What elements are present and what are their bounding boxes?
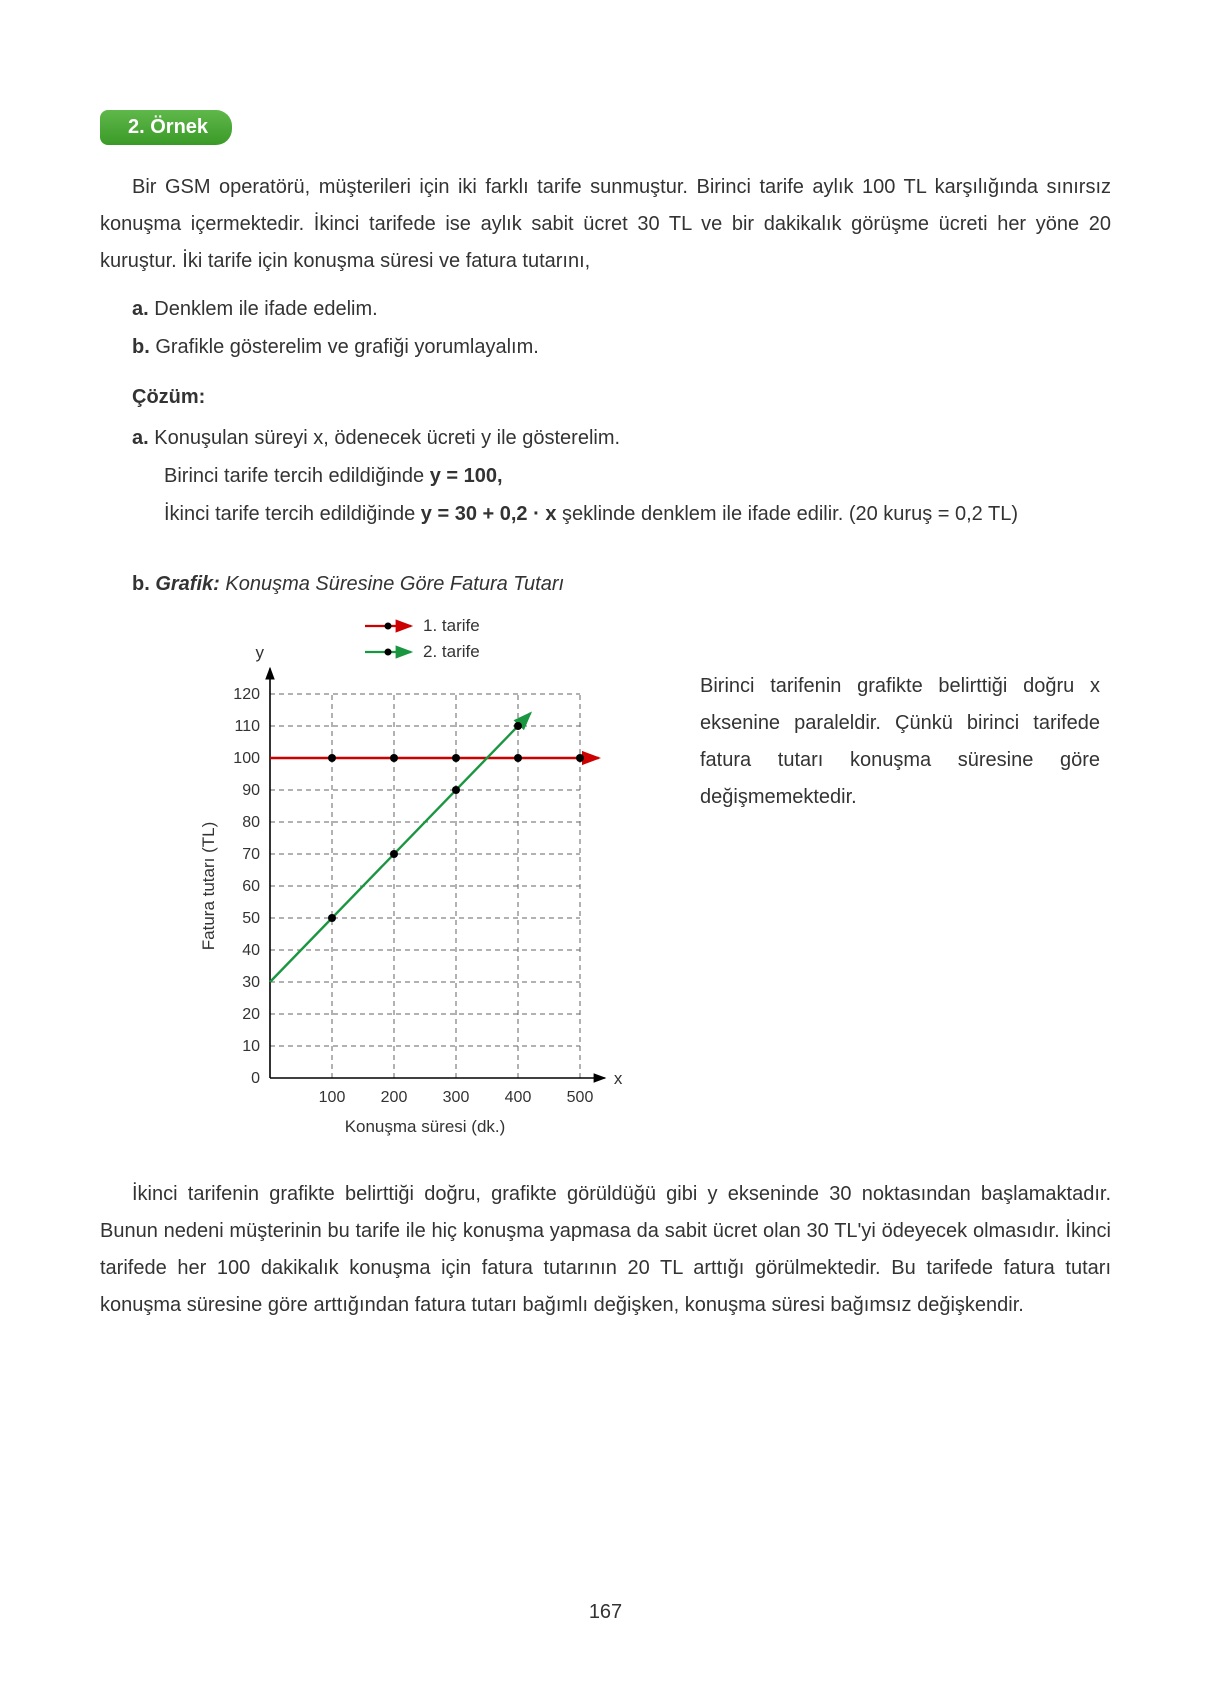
solution-heading: Çözüm: [132,386,1111,409]
chart: 0 10 20 30 40 50 60 70 80 90 100 110 120 100 200 300 400… [180,608,660,1148]
svg-text:200: 200 [381,1089,408,1106]
sol-a-line1-text: Konuşulan süreyi x, ödenecek ücreti y il… [154,427,620,449]
graph-b-prefix: b. [132,573,150,595]
side-note: Birinci tarifenin grafikte belirttiği do… [700,668,1100,816]
page-number: 167 [0,1601,1211,1624]
svg-text:500: 500 [567,1089,594,1106]
item-b-text: Grafikle gösterelim ve grafiği yorumlaya… [155,336,538,358]
item-b-label: b. [132,336,150,358]
graph-caption: Konuşma Süresine Göre Fatura Tutarı [225,573,564,595]
solution-a-line2: Birinci tarife tercih edildiğinde y = 10… [164,457,1111,495]
sol-a-prefix: a. [132,427,149,449]
sol-a-line3-post: şeklinde denklem ile ifade edilir. (20 k… [556,503,1018,525]
item-a-text: Denklem ile ifade edelim. [154,298,377,320]
solution-a-line1: a. Konuşulan süreyi x, ödenecek ücreti y… [132,419,1111,457]
svg-text:1. tarife: 1. tarife [423,616,480,635]
item-a: a. Denklem ile ifade edelim. [132,290,1111,328]
svg-text:20: 20 [242,1006,260,1023]
svg-text:120: 120 [233,686,260,703]
item-a-label: a. [132,298,149,320]
svg-text:Konuşma süresi (dk.): Konuşma süresi (dk.) [345,1117,506,1136]
svg-text:90: 90 [242,782,260,799]
sol-a-line3-pre: İkinci tarife tercih edildiğinde [164,503,421,525]
solution-a-line3: İkinci tarife tercih edildiğinde y = 30 … [164,495,1111,533]
svg-text:110: 110 [234,718,260,735]
svg-text:2. tarife: 2. tarife [423,642,480,661]
example-tab: 2. Örnek [100,110,232,145]
sol-a-line2-pre: Birinci tarife tercih edildiğinde [164,465,430,487]
sol-a-line3-bold: y = 30 + 0,2 · x [421,503,557,525]
svg-text:50: 50 [242,910,260,927]
svg-text:30: 30 [242,974,260,991]
svg-text:60: 60 [242,878,260,895]
footer-paragraph: İkinci tarifenin grafikte belirttiği doğ… [100,1176,1111,1324]
graph-label: Grafik: [155,573,219,595]
sol-a-line2-bold: y = 100, [430,465,503,487]
svg-text:10: 10 [242,1038,260,1055]
svg-text:100: 100 [233,750,260,767]
graph-title: b. Grafik: Konuşma Süresine Göre Fatura … [132,573,1111,596]
svg-text:80: 80 [242,814,260,831]
svg-text:100: 100 [319,1089,346,1106]
svg-text:x: x [614,1069,623,1088]
svg-text:40: 40 [242,942,260,959]
svg-text:Fatura tutarı (TL): Fatura tutarı (TL) [199,822,218,950]
item-b: b. Grafikle gösterelim ve grafiği yoruml… [132,328,1111,366]
svg-text:300: 300 [443,1089,470,1106]
svg-text:400: 400 [505,1089,532,1106]
svg-text:y: y [256,643,265,662]
svg-text:70: 70 [242,846,260,863]
intro-paragraph: Bir GSM operatörü, müşterileri için iki … [100,169,1111,280]
svg-text:0: 0 [251,1070,260,1087]
